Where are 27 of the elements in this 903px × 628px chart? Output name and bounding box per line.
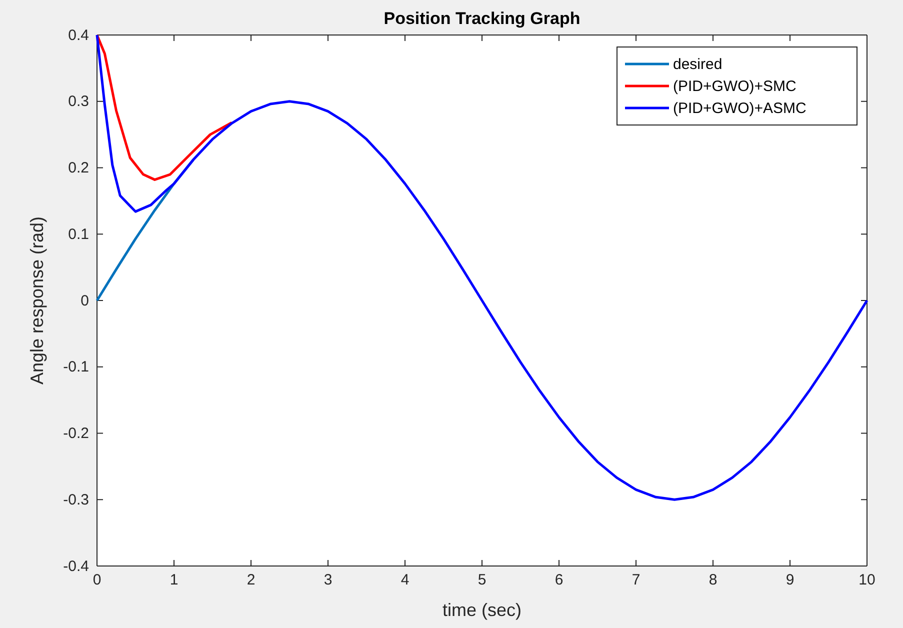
x-tick-label: 6 (554, 572, 564, 589)
x-tick-label: 4 (400, 572, 410, 589)
x-tick-label: 1 (170, 572, 178, 589)
y-tick-label: 0.2 (68, 160, 89, 177)
chart-title: Position Tracking Graph (384, 9, 580, 28)
y-tick-label: -0.1 (63, 358, 89, 376)
y-tick-label: -0.4 (63, 558, 89, 575)
x-tick-label: 2 (246, 572, 256, 589)
y-tick-label: 0.1 (68, 226, 89, 243)
legend-label: (PID+GWO)+ASMC (673, 100, 807, 117)
y-tick-label: -0.2 (63, 425, 89, 442)
legend-label: (PID+GWO)+SMC (673, 78, 797, 95)
line-series (96, 34, 233, 181)
y-tick-label: -0.3 (63, 491, 89, 508)
x-axis-title: time (sec) (442, 600, 522, 620)
y-tick-label: 0.4 (68, 26, 89, 44)
x-tick-label: 10 (858, 572, 876, 589)
y-axis-title: Angle response (rad) (27, 216, 47, 385)
x-tick-label: 3 (324, 572, 332, 589)
x-tick-label: 9 (786, 572, 794, 589)
x-tick-label: 8 (708, 572, 718, 589)
y-tick-label: 0 (80, 292, 89, 310)
x-tick-label: 0 (92, 572, 102, 589)
x-tick-label: 7 (632, 572, 640, 589)
y-tick-label: 0.3 (68, 93, 89, 110)
legend-label: desired (673, 56, 722, 73)
x-tick-label: 5 (478, 572, 486, 589)
